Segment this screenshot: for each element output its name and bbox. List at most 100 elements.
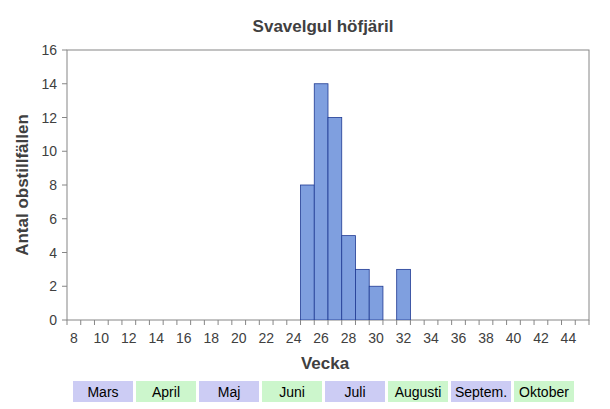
x-tick-mark: [135, 320, 136, 325]
x-tick-label: 32: [396, 330, 412, 346]
x-tick-mark: [465, 320, 466, 325]
bar: [122, 320, 136, 321]
month-label: Oktober: [519, 384, 569, 400]
bar: [424, 320, 438, 321]
x-tick-label: 24: [286, 330, 302, 346]
bar: [218, 320, 232, 321]
y-tick-label: 4: [49, 245, 57, 261]
bar: [410, 320, 424, 321]
x-tick-mark: [67, 320, 68, 325]
bar: [397, 269, 411, 320]
x-tick-mark: [314, 320, 315, 325]
y-tick-label: 6: [49, 211, 57, 227]
x-tick-mark: [396, 320, 397, 325]
x-tick-mark: [479, 320, 480, 325]
month-label: Maj: [218, 384, 241, 400]
x-tick-label: 12: [121, 330, 137, 346]
x-tick-mark: [369, 320, 370, 325]
x-tick-mark: [163, 320, 164, 325]
month-band: [514, 381, 574, 402]
month-label: Septem.: [455, 384, 507, 400]
bar: [191, 320, 205, 321]
bar: [177, 320, 191, 321]
bar: [136, 320, 150, 321]
bar: [232, 320, 246, 321]
y-tick: [62, 117, 67, 118]
bar: [108, 320, 122, 321]
x-tick-label: 18: [203, 330, 219, 346]
x-tick-mark: [259, 320, 260, 325]
month-band: [199, 381, 259, 402]
x-tick-mark: [506, 320, 507, 325]
x-tick-mark: [108, 320, 109, 325]
x-tick-label: 38: [478, 330, 494, 346]
bar: [465, 320, 479, 321]
x-tick-mark: [204, 320, 205, 325]
y-tick: [62, 218, 67, 219]
x-tick-mark: [575, 320, 576, 325]
x-tick-mark: [273, 320, 274, 325]
y-tick-label: 2: [49, 278, 57, 294]
bar: [328, 118, 342, 321]
bar: [534, 320, 548, 321]
bar: [149, 320, 163, 321]
x-tick-label: 28: [341, 330, 357, 346]
month-band: [451, 381, 511, 402]
plot-area: [67, 50, 589, 320]
bar: [507, 320, 521, 321]
x-axis-label: Vecka: [301, 354, 350, 373]
bar: [520, 320, 534, 321]
month-label: April: [152, 384, 180, 400]
x-tick-mark: [80, 320, 81, 325]
title: Svavelgul höfjäril: [253, 17, 394, 36]
month-band: [136, 381, 196, 402]
x-tick-mark: [300, 320, 301, 325]
bar: [452, 320, 466, 321]
chart-svg: 0246810121416810121416182022242628303234…: [0, 0, 610, 409]
bar: [301, 185, 315, 320]
y-tick-label: 0: [49, 312, 57, 328]
x-tick-mark: [341, 320, 342, 325]
month-band: [262, 381, 322, 402]
x-tick-mark: [286, 320, 287, 325]
x-tick-mark: [355, 320, 356, 325]
x-tick-mark: [176, 320, 177, 325]
month-band: [325, 381, 385, 402]
x-tick-label: 42: [533, 330, 549, 346]
y-tick: [62, 252, 67, 253]
y-tick: [62, 320, 67, 321]
x-tick-mark: [492, 320, 493, 325]
x-tick-label: 36: [451, 330, 467, 346]
bar: [81, 320, 95, 321]
month-label: Juni: [279, 384, 305, 400]
x-tick-label: 16: [176, 330, 192, 346]
y-tick: [62, 185, 67, 186]
x-tick-mark: [437, 320, 438, 325]
bar: [94, 320, 108, 321]
x-tick-mark: [561, 320, 562, 325]
x-tick-label: 44: [561, 330, 577, 346]
x-tick-label: 10: [94, 330, 110, 346]
bar: [355, 269, 369, 320]
x-tick-mark: [589, 320, 590, 325]
x-tick-label: 40: [506, 330, 522, 346]
y-tick-label: 14: [41, 76, 57, 92]
bar: [562, 320, 576, 321]
y-tick: [62, 151, 67, 152]
y-tick-label: 12: [41, 110, 57, 126]
month-band: [73, 381, 133, 402]
x-tick-label: 8: [70, 330, 78, 346]
bars: [301, 84, 411, 320]
bar: [204, 320, 218, 321]
y-tick-label: 8: [49, 177, 57, 193]
x-tick-mark: [245, 320, 246, 325]
y-tick: [62, 83, 67, 84]
bar: [67, 320, 81, 321]
x-tick-mark: [410, 320, 411, 325]
x-tick-mark: [451, 320, 452, 325]
x-tick-mark: [547, 320, 548, 325]
x-tick-mark: [328, 320, 329, 325]
bar: [342, 236, 356, 320]
x-tick-mark: [94, 320, 95, 325]
x-tick-label: 26: [313, 330, 329, 346]
